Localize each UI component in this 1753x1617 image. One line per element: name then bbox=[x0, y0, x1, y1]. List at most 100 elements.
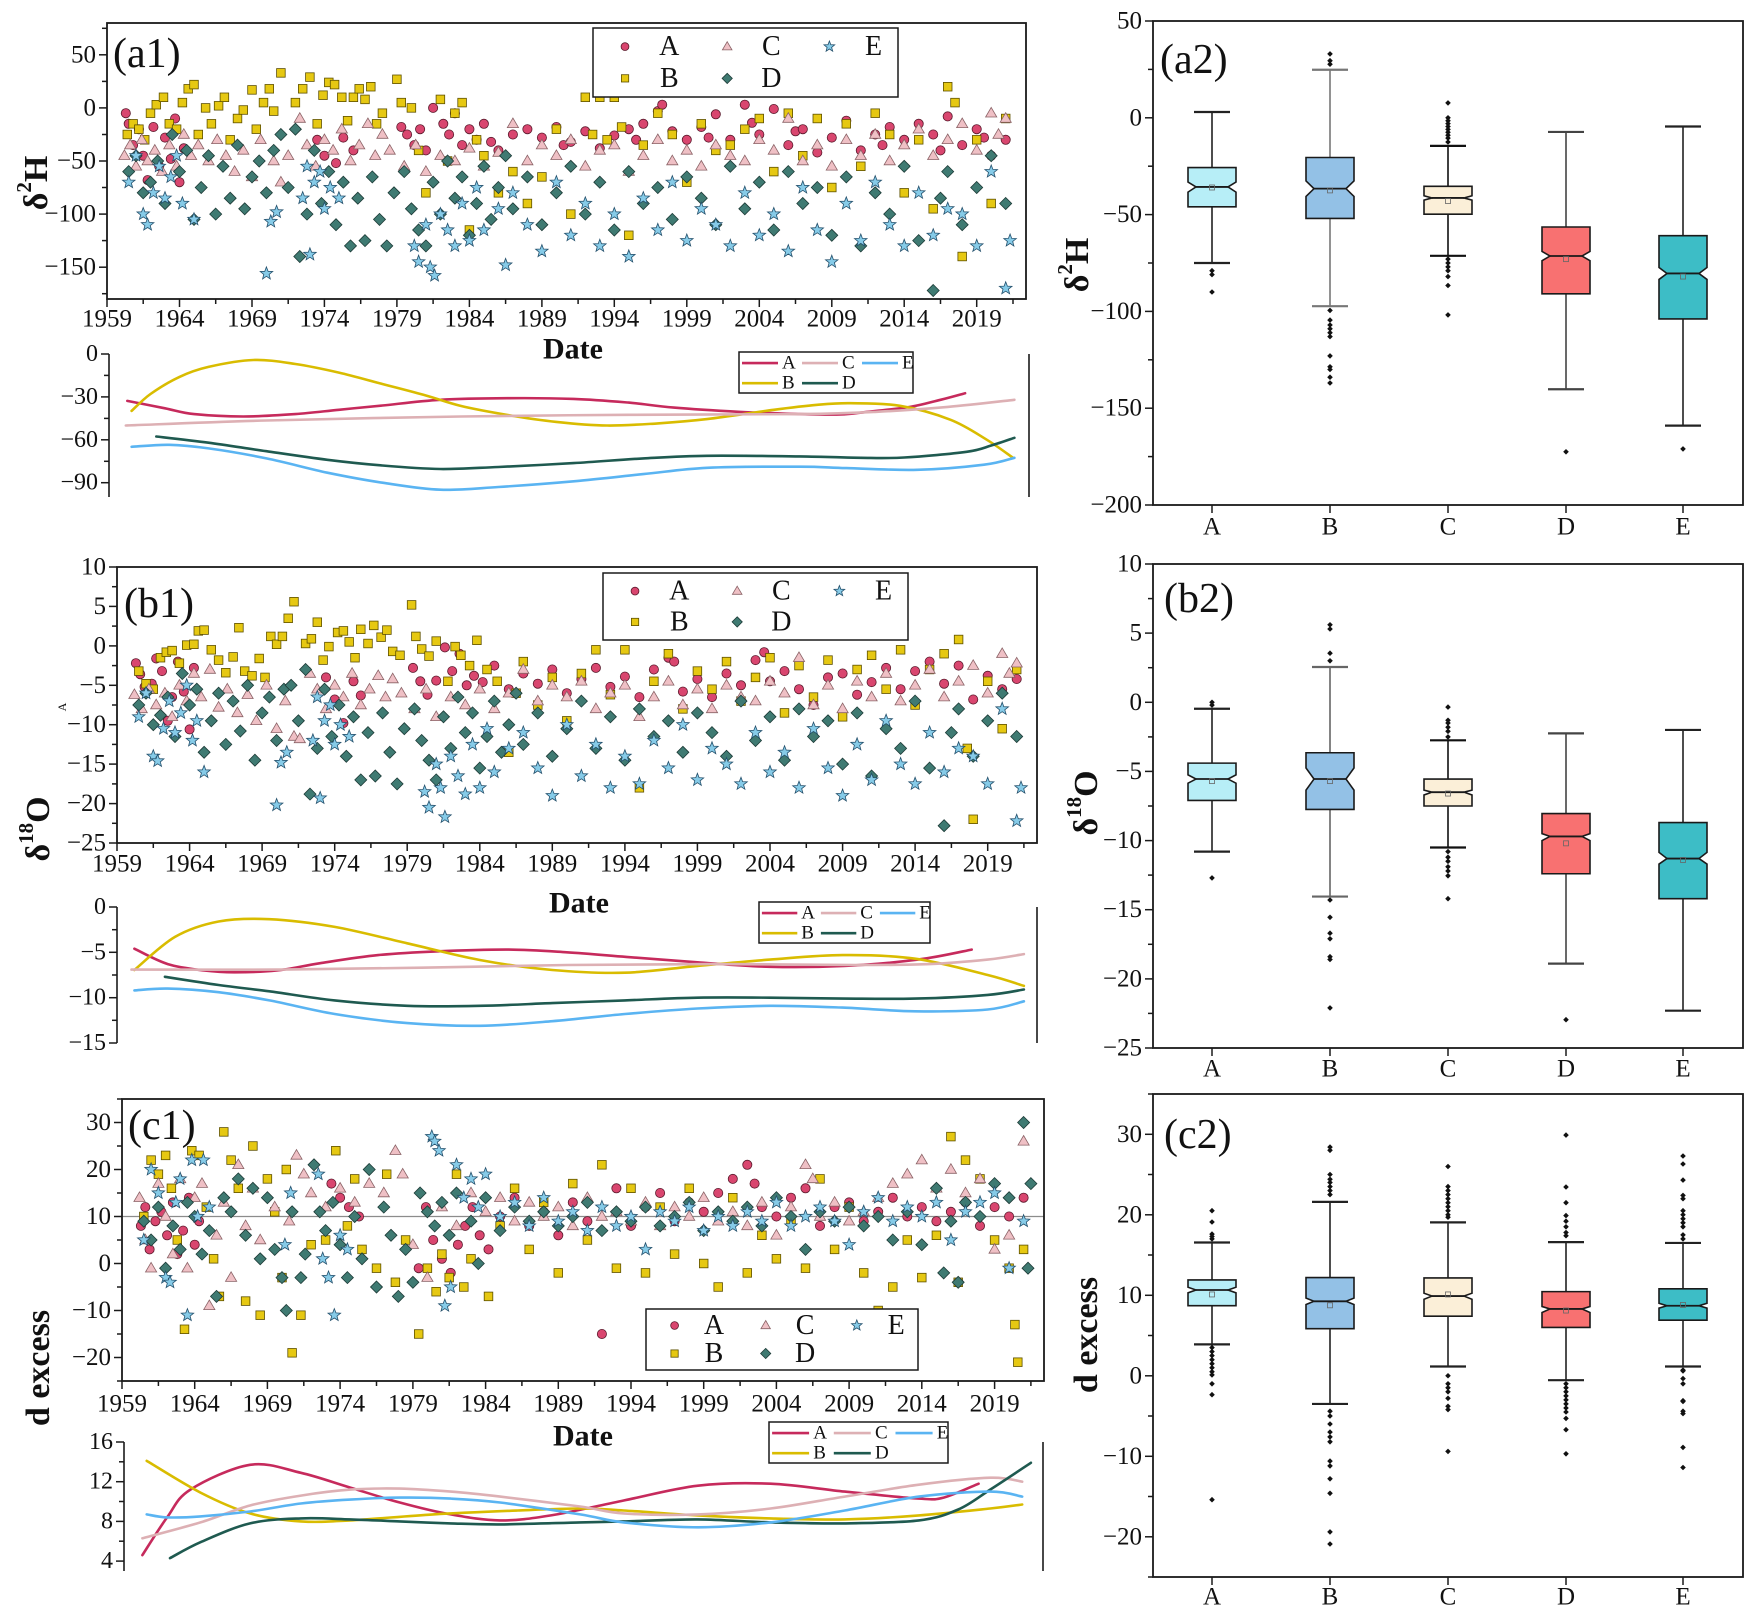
c1-scatter-panel: 1959 1964 1969 1974 1979 1984 1989 1994 1999 2004… bbox=[20, 1098, 1045, 1453]
a1-point-e bbox=[306, 174, 322, 189]
a1-y-tick-label: −50 bbox=[57, 148, 96, 175]
b1-point-a bbox=[634, 692, 645, 703]
b1-point-c bbox=[371, 669, 385, 680]
c1-point-b bbox=[459, 1282, 469, 1292]
b1_trend-legend-item-a: A bbox=[761, 903, 815, 924]
b1-point-d bbox=[241, 678, 255, 692]
b2-outlier-c bbox=[1445, 895, 1451, 902]
a1-point-c bbox=[300, 138, 314, 150]
a2-outlier-c bbox=[1445, 117, 1451, 124]
b1-point-a bbox=[669, 656, 680, 667]
a1-point-e bbox=[151, 158, 167, 173]
a1-point-a bbox=[631, 134, 642, 145]
c1-x-axis-label: Date bbox=[553, 1420, 613, 1453]
b2-y-axis-label-superscript: 18 bbox=[1062, 797, 1086, 818]
a1-point-c bbox=[352, 138, 366, 150]
c1-point-d bbox=[253, 1252, 267, 1266]
a1-point-e bbox=[650, 222, 666, 237]
c1-point-c bbox=[464, 1186, 478, 1198]
a2-box-group-a: A bbox=[1187, 110, 1237, 541]
a1-point-b bbox=[580, 92, 591, 103]
a1-point-e bbox=[563, 227, 579, 242]
b1-point-b bbox=[300, 638, 311, 649]
c1-point-e bbox=[958, 1204, 973, 1219]
b1-point-b bbox=[213, 655, 224, 665]
a1-point-b bbox=[329, 79, 340, 90]
a1_trend-legend-label: B bbox=[782, 373, 795, 394]
c1-point-e bbox=[550, 1213, 566, 1228]
c2-mean-a bbox=[1209, 1291, 1215, 1298]
b2-y-axis-label-main: δ bbox=[1068, 818, 1105, 836]
c1-point-d bbox=[595, 1224, 609, 1238]
a1-point-b bbox=[177, 97, 188, 108]
c2-outlier-b bbox=[1327, 1490, 1333, 1497]
c1-point-c bbox=[133, 1191, 146, 1202]
c1_trend-legend-label: D bbox=[875, 1443, 889, 1464]
c1-point-c bbox=[203, 1299, 216, 1310]
b2-category-label: D bbox=[1557, 1056, 1575, 1083]
a1-point-c bbox=[192, 138, 205, 150]
a1-x-tick-label: 1964 bbox=[155, 306, 206, 333]
a1-point-e bbox=[418, 216, 434, 231]
b1-point-c bbox=[821, 678, 835, 690]
c1-x-tick-label: 1999 bbox=[679, 1391, 729, 1418]
b1-point-e bbox=[762, 764, 778, 779]
b1-point-c bbox=[720, 678, 733, 690]
a1_trend-legend-item-b: B bbox=[742, 373, 795, 394]
a2-y-axis: 50 0 −50 −100 −150 −200 bbox=[1090, 8, 1153, 519]
b1-point-d bbox=[436, 710, 451, 724]
c1-point-b bbox=[1018, 1244, 1029, 1255]
c1-point-e bbox=[899, 1199, 915, 1214]
b1-point-d bbox=[383, 745, 397, 759]
b1-y-tick-label: 0 bbox=[94, 632, 107, 659]
c2-outlier-e bbox=[1680, 1381, 1686, 1387]
b1-point-c bbox=[231, 706, 244, 718]
b1-point-b bbox=[823, 655, 833, 665]
c1-point-e bbox=[580, 1222, 595, 1237]
b2-box-group-c: C bbox=[1423, 704, 1473, 1083]
a1-legend-marker-c bbox=[721, 40, 733, 51]
b1-legend-item-d: D bbox=[731, 606, 792, 637]
b1-point-b bbox=[765, 653, 775, 663]
c1-point-d bbox=[239, 1228, 253, 1242]
b1-point-d bbox=[146, 718, 160, 732]
a1-x-tick-label: 1974 bbox=[299, 306, 350, 333]
b1-x-tick-label: 2014 bbox=[890, 851, 941, 878]
a1-point-a bbox=[457, 140, 468, 151]
c1-point-e bbox=[841, 1236, 857, 1251]
a1-point-c bbox=[868, 127, 882, 139]
b1-point-b bbox=[852, 664, 862, 675]
c1-point-e bbox=[196, 1152, 211, 1167]
a1-point-c bbox=[434, 149, 447, 160]
a1-panel-label: (a1) bbox=[113, 31, 181, 77]
b1_trend-y-tick-label: 0 bbox=[94, 894, 106, 920]
c2-outlier-b bbox=[1327, 1541, 1333, 1547]
c1-point-e bbox=[987, 1185, 1002, 1200]
b1-point-e bbox=[457, 786, 473, 801]
a1-point-c bbox=[992, 127, 1005, 139]
b1-point-c bbox=[379, 690, 392, 702]
a1-point-e bbox=[259, 265, 274, 280]
c1-point-e bbox=[609, 1218, 624, 1233]
c1-point-b bbox=[248, 1141, 258, 1151]
b1-point-b bbox=[356, 624, 366, 635]
b1-point-b bbox=[206, 645, 217, 655]
a1-point-e bbox=[693, 201, 709, 215]
a1-point-c bbox=[141, 154, 154, 166]
c2-outlier-c bbox=[1445, 1199, 1451, 1206]
b2-box-d bbox=[1541, 812, 1591, 875]
b2-outlier-c bbox=[1445, 724, 1451, 730]
c1-point-d bbox=[173, 1242, 187, 1256]
c1-point-c bbox=[944, 1162, 958, 1174]
a1-point-c bbox=[163, 138, 176, 150]
c1-point-d bbox=[1017, 1115, 1031, 1130]
b2-outlier-b bbox=[1327, 930, 1333, 936]
a2-category-label: A bbox=[1203, 514, 1221, 541]
b1-y-tick-label: 5 bbox=[94, 593, 107, 620]
a1-legend-marker-b bbox=[621, 74, 630, 83]
a2-outlier-e bbox=[1680, 446, 1686, 452]
b1-point-c bbox=[203, 662, 217, 674]
a1-legend-label: E bbox=[865, 31, 882, 62]
b1_trend-series-lines bbox=[130, 917, 1026, 1028]
a1-point-d bbox=[578, 207, 592, 221]
